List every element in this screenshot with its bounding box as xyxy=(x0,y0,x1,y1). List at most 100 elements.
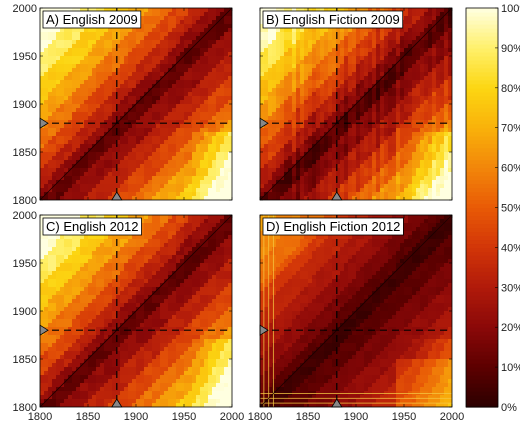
heatmap-cell xyxy=(80,44,85,49)
heatmap-cell xyxy=(108,104,113,109)
heatmap-cell xyxy=(100,172,105,177)
heatmap-cell xyxy=(344,132,349,137)
heatmap-cell xyxy=(68,180,73,185)
heatmap-cell xyxy=(100,68,105,73)
heatmap-cell xyxy=(332,184,337,189)
heatmap-cell xyxy=(184,164,189,169)
heatmap-cell xyxy=(184,32,189,37)
heatmap-cell xyxy=(436,44,441,49)
heatmap-cell xyxy=(60,283,65,288)
heatmap-cell xyxy=(52,359,57,364)
heatmap-cell xyxy=(108,192,113,197)
heatmap-cell xyxy=(396,128,401,133)
heatmap-cell xyxy=(412,64,417,69)
heatmap-cell xyxy=(424,128,429,133)
heatmap-cell xyxy=(444,128,449,133)
heatmap-cell xyxy=(168,144,173,149)
heatmap-cell xyxy=(152,8,157,13)
heatmap-cell xyxy=(376,172,381,177)
heatmap-cell xyxy=(284,108,289,113)
heatmap-cell xyxy=(168,32,173,37)
heatmap-cell xyxy=(160,12,165,17)
heatmap-cell xyxy=(64,60,69,65)
heatmap-cell xyxy=(204,152,209,157)
heatmap-cell xyxy=(324,88,329,93)
heatmap-cell xyxy=(312,100,317,105)
heatmap-cell xyxy=(188,112,193,117)
heatmap-cell xyxy=(388,104,393,109)
heatmap-cell xyxy=(384,144,389,149)
heatmap-cell xyxy=(64,188,69,193)
heatmap-cell xyxy=(104,68,109,73)
heatmap-cell xyxy=(180,92,185,97)
heatmap-cell xyxy=(60,84,65,89)
heatmap-cell xyxy=(44,48,49,53)
heatmap-cell xyxy=(404,28,409,33)
heatmap-cell xyxy=(120,72,125,77)
heatmap-cell xyxy=(320,72,325,77)
heatmap-cell xyxy=(180,176,185,181)
heatmap-cell xyxy=(196,164,201,169)
heatmap-cell xyxy=(200,180,205,185)
heatmap-cell xyxy=(408,112,413,117)
heatmap-cell xyxy=(324,108,329,113)
heatmap-cell xyxy=(92,128,97,133)
heatmap-cell xyxy=(212,168,217,173)
heatmap-cell xyxy=(352,36,357,41)
heatmap-cell xyxy=(356,144,361,149)
heatmap-cell xyxy=(260,140,265,145)
heatmap-cell xyxy=(44,52,49,57)
heatmap-cell xyxy=(360,60,365,65)
heatmap-cell xyxy=(340,116,345,121)
heatmap-cell xyxy=(352,188,357,193)
heatmap-cell xyxy=(152,100,157,105)
heatmap-cell xyxy=(308,136,313,141)
heatmap-cell xyxy=(180,140,185,145)
heatmap-cell xyxy=(328,88,333,93)
heatmap-cell xyxy=(128,172,133,177)
heatmap-cell xyxy=(212,88,217,93)
heatmap-cell xyxy=(284,60,289,65)
heatmap-cell xyxy=(296,96,301,101)
heatmap-cell xyxy=(216,76,221,81)
heatmap-cell xyxy=(64,156,69,161)
heatmap-cell xyxy=(276,68,281,73)
heatmap-cell xyxy=(308,180,313,185)
heatmap-cell xyxy=(432,172,437,177)
heatmap-cell xyxy=(284,120,289,125)
heatmap-cell xyxy=(268,136,273,141)
heatmap-cell xyxy=(268,44,273,49)
heatmap-cell xyxy=(312,52,317,57)
heatmap-cell xyxy=(404,16,409,21)
heatmap-cell xyxy=(148,136,153,141)
heatmap-cell xyxy=(64,291,69,296)
heatmap-cell xyxy=(216,176,221,181)
heatmap-cell xyxy=(100,96,105,101)
heatmap-cell xyxy=(324,40,329,45)
heatmap-cell xyxy=(192,184,197,189)
heatmap-cell xyxy=(324,192,329,197)
heatmap-cell xyxy=(336,148,341,153)
heatmap-cell xyxy=(296,176,301,181)
heatmap-cell xyxy=(364,80,369,85)
heatmap-cell xyxy=(324,144,329,149)
heatmap-cell xyxy=(372,176,377,181)
heatmap-cell xyxy=(304,88,309,93)
heatmap-cell xyxy=(216,88,221,93)
heatmap-cell xyxy=(72,148,77,153)
heatmap-cell xyxy=(420,120,425,125)
heatmap-cell xyxy=(348,88,353,93)
heatmap-cell xyxy=(428,128,433,133)
heatmap-cell xyxy=(212,16,217,21)
heatmap-cell xyxy=(148,188,153,193)
heatmap-cell xyxy=(220,44,225,49)
heatmap-cell xyxy=(196,32,201,37)
heatmap-cell xyxy=(364,52,369,57)
heatmap-cell xyxy=(300,44,305,49)
heatmap-cell xyxy=(224,108,229,113)
heatmap-cell xyxy=(120,32,125,37)
heatmap-cell xyxy=(268,188,273,193)
heatmap-cell xyxy=(40,40,45,45)
heatmap-cell xyxy=(260,176,265,181)
heatmap-cell xyxy=(44,40,49,45)
